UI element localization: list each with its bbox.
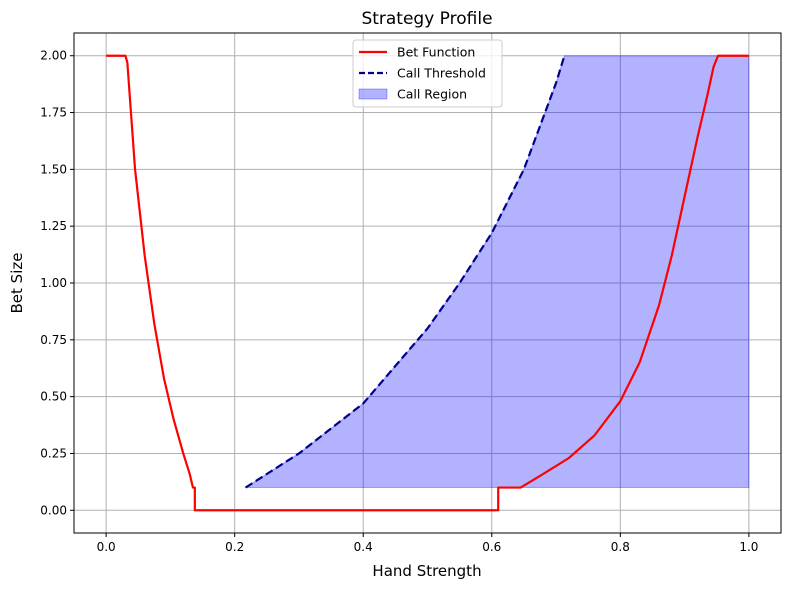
y-tick-label: 0.25 (40, 446, 67, 460)
y-tick-label: 2.00 (40, 49, 67, 63)
ticks: 0.0 0.2 0.4 0.6 0.8 1.0 0.00 0.25 0.50 0.75 1.00 1.… (40, 49, 758, 554)
x-tick-label: 0.0 (97, 540, 116, 554)
x-axis-label: Hand Strength (372, 562, 481, 580)
y-tick-label: 1.75 (40, 106, 67, 120)
legend-label-call-region: Call Region (397, 87, 467, 102)
legend-label-bet-function: Bet Function (397, 45, 475, 60)
y-axis-label: Bet Size (8, 253, 26, 314)
x-tick-label: 0.4 (354, 540, 373, 554)
series-layer (106, 54, 749, 512)
legend: Bet Function Call Threshold Call Region (352, 39, 503, 108)
y-tick-label: 1.50 (40, 162, 67, 176)
chart-title: Strategy Profile (361, 9, 492, 29)
x-tick-label: 1.0 (739, 540, 758, 554)
y-tick-label: 1.00 (40, 276, 67, 290)
x-tick-label: 0.2 (225, 540, 244, 554)
y-tick-label: 0.50 (40, 390, 67, 404)
call-threshold-line (245, 55, 566, 489)
x-tick-label: 0.6 (482, 540, 501, 554)
legend-box (352, 39, 503, 108)
x-tick-label: 0.8 (611, 540, 630, 554)
y-tick-label: 1.25 (40, 219, 67, 233)
y-tick-label: 0.00 (40, 503, 67, 517)
y-tick-label: 0.75 (40, 333, 67, 347)
bet-function-line (106, 54, 749, 512)
call-region-fill-layer (243, 55, 750, 489)
call-region-area (243, 55, 750, 489)
legend-label-call-threshold: Call Threshold (397, 66, 486, 81)
legend-swatch-call-region (358, 88, 388, 100)
